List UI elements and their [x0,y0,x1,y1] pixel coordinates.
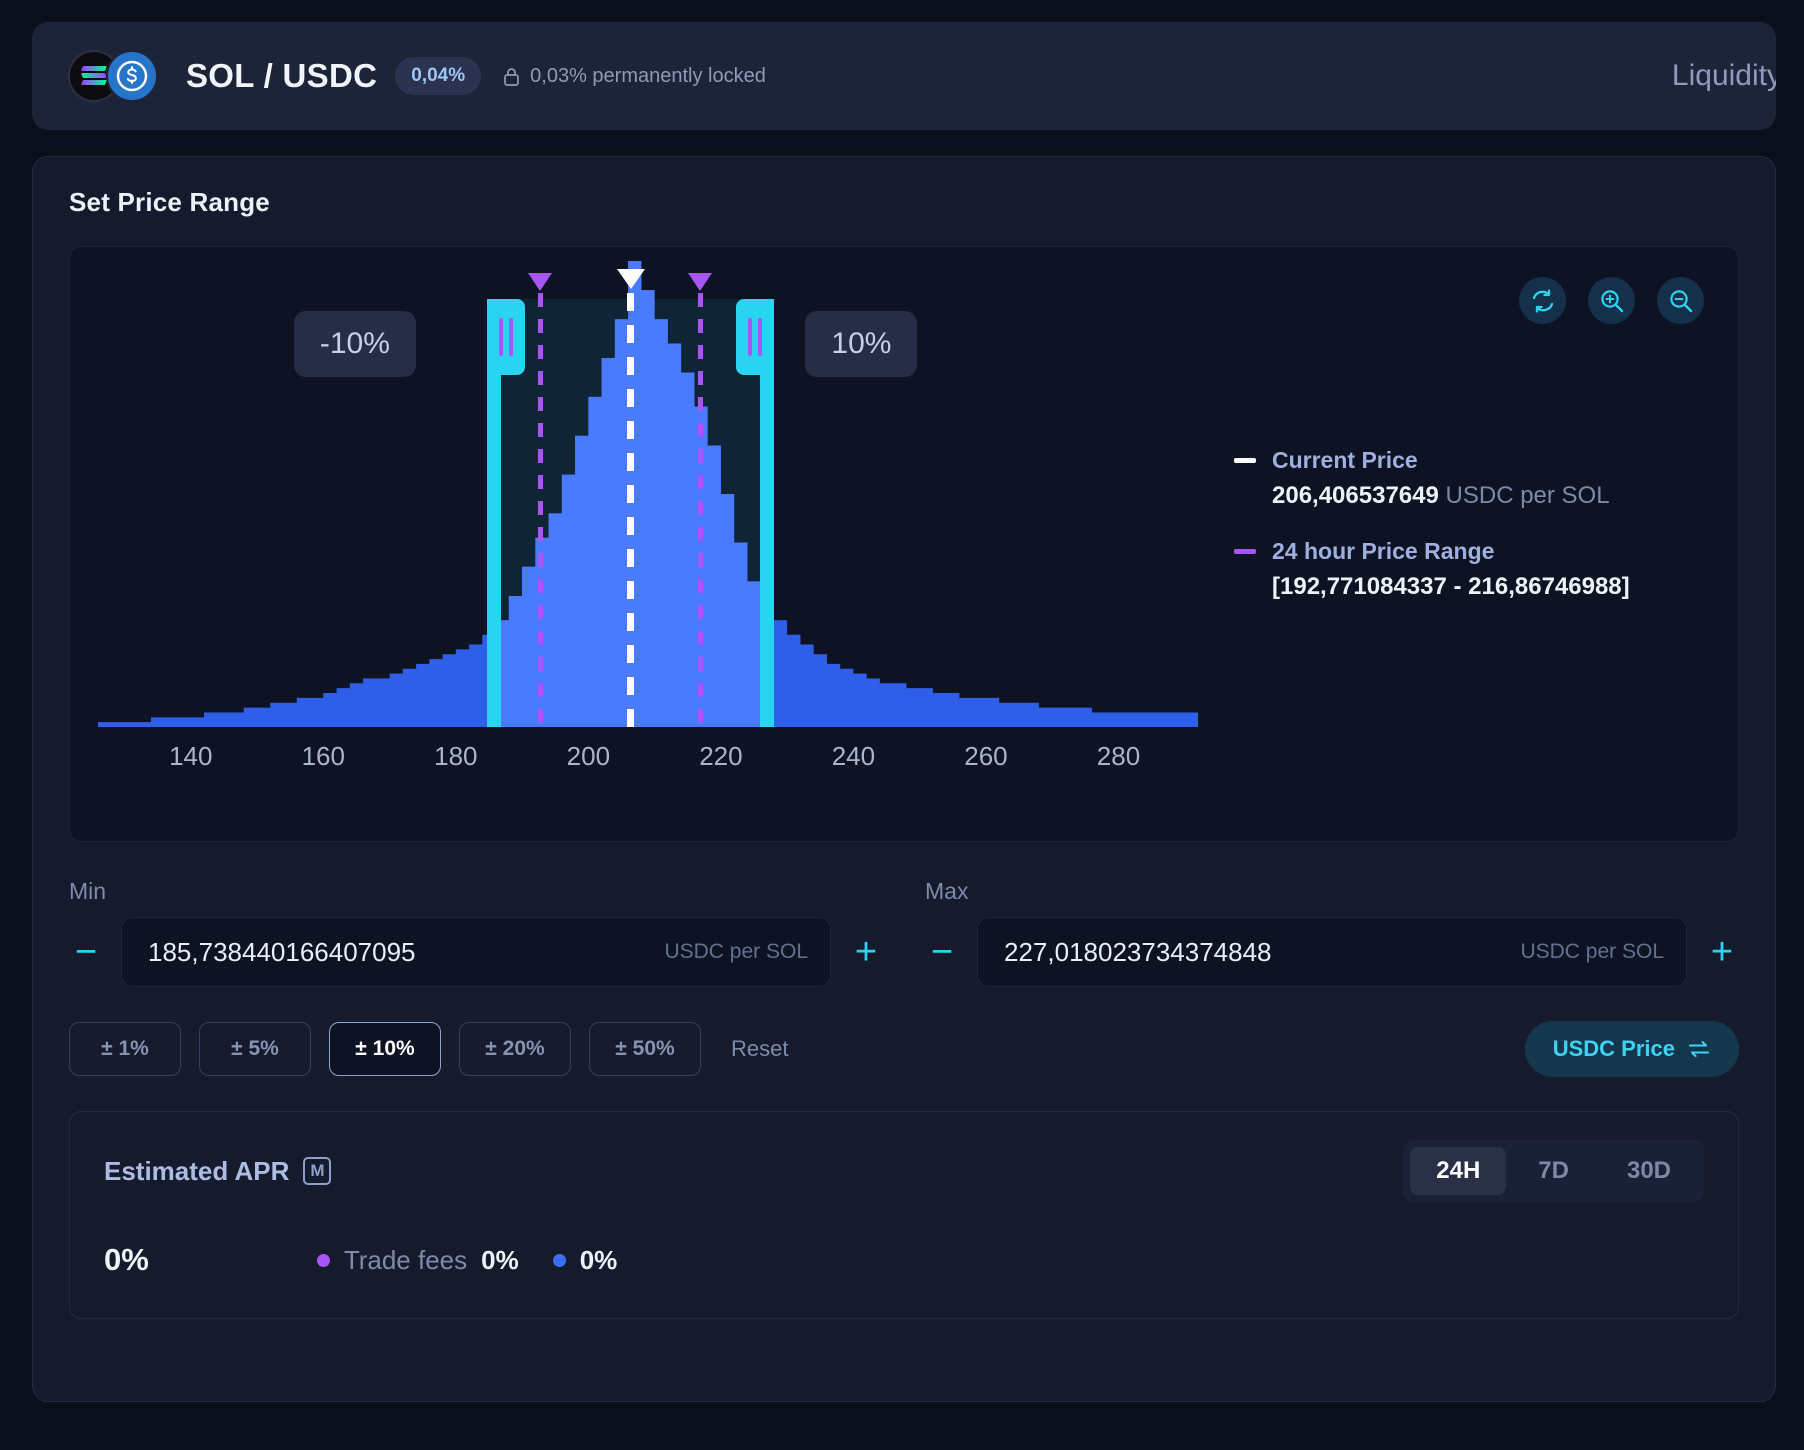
apr-period-30d[interactable]: 30D [1626,1157,1671,1184]
x-axis-tick: 200 [566,741,611,771]
liquidity-histogram [98,261,1198,727]
legend-value-24h-range: [192,771084337 - 216,86746988] [1272,573,1630,600]
refresh-chart-button[interactable] [1519,277,1566,324]
min-increment-button[interactable]: + [854,931,878,973]
x-axis-tick: 220 [699,741,743,771]
apr-period-24h[interactable]: 24H [1410,1147,1507,1195]
max-price-input[interactable] [1004,936,1521,968]
legend-label-current-price: Current Price [1272,447,1418,473]
min-decrement-button[interactable]: − [74,931,98,973]
liquidity-label: Liquidity [1671,59,1776,92]
x-axis-tick: 280 [1096,741,1141,771]
legend-item-current-price: Current Price 206,406537649 USDC per SOL [1234,447,1664,510]
max-price-group: Max − USDC per SOL + [925,878,1739,987]
page-title: Set Price Range [69,187,270,217]
apr-secondary-item: 0% [552,1244,618,1276]
fee-tier-badge: 0,04% [395,57,482,95]
legend-swatch-current-price [1234,458,1256,463]
max-decrement-button[interactable]: − [930,931,954,973]
max-price-field[interactable]: USDC per SOL [977,917,1687,987]
x-axis-tick: 240 [831,741,876,771]
current-price-value: 206,406537649 [1272,482,1439,509]
price-range-inputs: Min − USDC per SOL + Max − USDC per SO [69,878,1739,987]
min-price-field[interactable]: USDC per SOL [121,917,831,987]
x-axis-tick: 180 [434,741,478,771]
usdc-token-icon [106,50,158,102]
chart-legend: Current Price 206,406537649 USDC per SOL… [1234,447,1664,629]
legend-label-24h-range: 24 hour Price Range [1272,538,1495,564]
min-percent-badge: -10% [293,311,416,377]
x-axis-tick: 140 [169,741,213,771]
x-axis-tick: 260 [964,741,1008,771]
locked-liquidity-text: 0,03% permanently locked [530,64,766,87]
max-price-label: Max [925,878,969,904]
max-increment-button[interactable]: + [1710,931,1734,973]
current-price-line [627,293,635,727]
preset-range-row: ± 1% ± 5% ± 10% ± 20% ± 50% Reset USDC P… [69,1021,1739,1077]
x-axis-tick: 160 [301,741,345,771]
lock-icon [504,67,519,86]
price-unit-toggle-label: USDC Price [1552,1036,1675,1061]
apr-period-switcher: 24H 7D 30D [1403,1140,1704,1202]
apr-trade-fees-dot-icon [316,1253,330,1267]
preset-50[interactable]: ± 50% [589,1022,701,1076]
apr-secondary-dot-icon [552,1253,566,1267]
max-price-unit: USDC per SOL [1520,940,1664,963]
apr-trade-fees-item: Trade fees 0% [316,1244,519,1276]
price-range-high-caret-icon [688,273,713,291]
set-price-range-card: Set Price Range [32,156,1776,1402]
liquidity-plot: -10% 10% [98,261,1198,727]
price-range-low-line [537,293,543,727]
preset-20[interactable]: ± 20% [459,1022,571,1076]
current-price-unit: USDC per SOL [1445,482,1610,509]
min-range-handle[interactable] [486,299,525,727]
refresh-icon [1532,288,1553,313]
max-percent-badge: 10% [805,311,918,377]
estimated-apr-title: Estimated APR [104,1155,290,1186]
x-axis: 140 160 180 200 220 240 260 280 [98,741,1198,781]
token-pair-icons [68,50,164,102]
zoom-out-icon [1669,289,1692,312]
apr-trade-fees-value: 0% [481,1244,519,1275]
estimated-apr-panel: Estimated APR M 24H 7D 30D 0% Trade fees… [69,1111,1739,1319]
zoom-out-button[interactable] [1657,277,1704,324]
min-price-label: Min [69,878,107,904]
price-range-high-line [697,293,703,727]
min-price-input[interactable] [148,936,665,968]
reset-button[interactable]: Reset [731,1036,789,1061]
preset-10[interactable]: ± 10% [329,1022,441,1076]
apr-trade-fees-label: Trade fees [343,1244,468,1275]
legend-value-current-price: 206,406537649 USDC per SOL [1272,482,1664,510]
apr-total-value: 0% [104,1242,149,1277]
min-price-group: Min − USDC per SOL + [69,878,883,987]
swap-arrows-icon [1688,1040,1710,1058]
pair-title: SOL / USDC [186,57,378,94]
preset-5[interactable]: ± 5% [199,1022,311,1076]
min-range-handle-grip[interactable] [486,299,525,375]
zoom-in-button[interactable] [1588,277,1635,324]
locked-liquidity-note: 0,03% permanently locked [503,65,766,88]
max-range-handle[interactable] [736,299,775,727]
min-price-unit: USDC per SOL [664,940,808,963]
price-unit-toggle-button[interactable]: USDC Price [1524,1021,1739,1077]
price-range-low-caret-icon [528,273,553,291]
legend-item-24h-range: 24 hour Price Range [192,771084337 - 216… [1234,538,1664,601]
apr-m-badge: M [303,1157,332,1185]
max-range-handle-grip[interactable] [736,299,775,375]
apr-secondary-value: 0% [579,1244,618,1275]
zoom-in-icon [1600,289,1623,312]
pool-header: SOL / USDC 0,04% 0,03% permanently locke… [32,22,1776,130]
current-price-caret-icon [616,269,645,289]
apr-period-7d[interactable]: 7D [1538,1157,1569,1184]
legend-swatch-24h-range [1234,549,1256,554]
preset-1[interactable]: ± 1% [69,1022,181,1076]
liquidity-chart-panel[interactable]: -10% 10% 140 160 180 200 220 240 260 280 Curren… [69,246,1739,842]
chart-toolbar [1519,277,1704,324]
